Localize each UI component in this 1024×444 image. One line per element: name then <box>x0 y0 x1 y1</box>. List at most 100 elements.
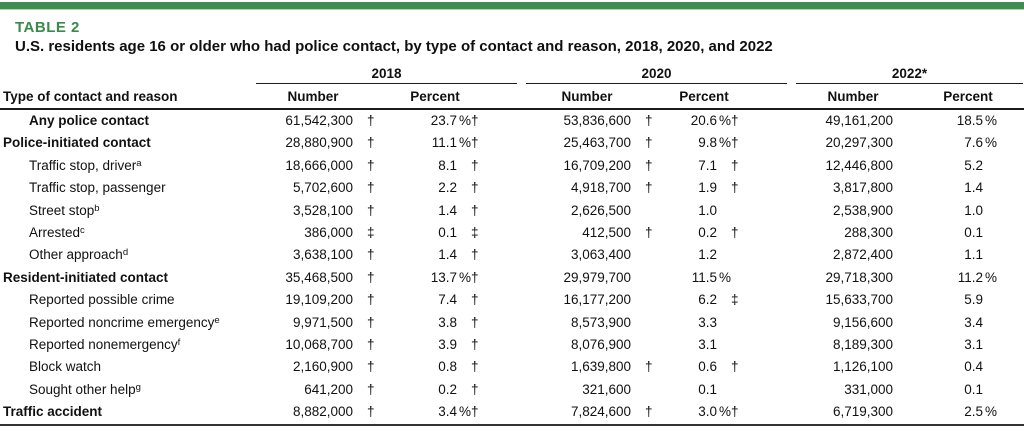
percent-cell-2022: 0.4 <box>964 359 984 375</box>
year-label: 2022* <box>796 66 1024 84</box>
percent-cell-2020: 0.2 † <box>698 225 739 241</box>
footnote-marker: a <box>136 157 142 169</box>
table-row: Traffic stop, drivera 18,666,000 † 8.1 † 1… <box>0 155 1024 177</box>
percent-cell-2022: 2.5% <box>930 401 1024 426</box>
percent-cell-2022: 1.1 <box>964 247 984 263</box>
table-row: Sought other helpg 641,200 † 0.2 † 321,600… <box>0 379 1024 401</box>
percent-cell-2018: 7.4 † <box>438 292 479 308</box>
percent-cell-2022: 11.2% <box>957 269 998 285</box>
percent-cell-2020: 1.0 <box>698 202 718 218</box>
percent-cell-2018: 1.4 † <box>438 202 479 218</box>
percent-cell-2020: 0.6 † <box>698 359 739 375</box>
percent-cell-2020: 9.8% † <box>698 135 739 151</box>
year-group-2020: 2020 <box>520 62 790 84</box>
number-cell-2020: 25,463,700 † <box>563 135 653 151</box>
number-cell-2022: 2,872,400 <box>832 247 894 263</box>
footnote-marker: c <box>80 225 85 237</box>
table-row: Traffic accident 8,882,000 † 3.4% † 7,824,… <box>0 401 1024 426</box>
percent-cell-2018: 0.8 † <box>438 359 479 375</box>
row-label: Reported possible crime <box>29 292 175 308</box>
number-cell-2018: 19,109,200 † <box>285 292 375 308</box>
number-cell-2018: 61,542,300 † <box>285 113 375 128</box>
number-cell-2018: 641,200 † <box>304 381 375 397</box>
number-cell-2018: 18,666,000 † <box>285 157 375 173</box>
table-row: Street stopb 3,528,100 † 1.4 † 2,626,500 1… <box>0 200 1024 222</box>
table-number-label: TABLE 2 <box>15 19 80 36</box>
percent-cell-2020: 20.6% † <box>690 113 739 128</box>
table-row: Reported noncrime emergencye 9,971,500 † … <box>0 312 1024 334</box>
number-cell-2020: 2,626,500 <box>570 202 632 218</box>
percent-cell-2018: 3.9 † <box>438 337 479 353</box>
number-cell-2018: 5,702,600 † <box>292 180 375 196</box>
table-row: Arrestedc 386,000 ‡ 0.1 ‡ 412,500 † 0.2 † 28… <box>0 222 1024 244</box>
percent-cell-2020: 3.0% † <box>668 401 791 426</box>
stub-header: Type of contact and reason <box>0 84 250 110</box>
year-header-row: 2018 2020 2022* <box>0 62 1024 84</box>
percent-cell-2018: 23.7% † <box>430 113 479 128</box>
col-header-number: Number <box>250 84 390 110</box>
row-label: Other approachd <box>29 247 129 263</box>
number-cell-2018: 3,528,100 † <box>292 202 375 218</box>
percent-cell-2018: 3.8 † <box>438 314 479 330</box>
row-label: Sought other helpg <box>29 381 141 397</box>
number-cell-2020: 321,600 <box>582 381 632 397</box>
number-cell-2020: 1,639,800 † <box>570 359 653 375</box>
percent-cell-2020: 3.1 <box>698 337 718 353</box>
percent-cell-2022: 5.2 <box>964 157 984 173</box>
percent-cell-2022: 3.4 <box>964 314 984 330</box>
percent-cell-2018: 13.7% † <box>430 269 479 285</box>
percent-cell-2020: 1.2 <box>698 247 718 263</box>
percent-cell-2022: 5.9 <box>964 292 984 308</box>
row-label: Block watch <box>29 359 102 375</box>
number-cell-2020: 16,709,200 † <box>563 157 653 173</box>
number-cell-2022: 20,297,300 <box>825 135 894 151</box>
table-row: Resident-initiated contact 35,468,500 † 1… <box>0 267 1024 289</box>
percent-cell-2020: 0.1 <box>698 381 718 397</box>
row-label: Police-initiated contact <box>3 135 151 151</box>
accent-bar <box>0 2 1024 10</box>
year-label: 2018 <box>256 66 518 84</box>
number-cell-2022: 9,156,600 <box>832 314 894 330</box>
number-cell-2020: 16,177,200 <box>563 292 632 308</box>
percent-cell-2022: 0.1 <box>964 381 984 397</box>
number-cell-2020: 7,824,600 † <box>520 401 669 426</box>
percent-cell-2018: 8.1 † <box>438 157 479 173</box>
column-header-row: Type of contact and reason Number Percen… <box>0 84 1024 110</box>
number-cell-2018: 28,880,900 † <box>285 135 375 151</box>
table-row: Other approachd 3,638,100 † 1.4 † 3,063,40… <box>0 244 1024 266</box>
percent-cell-2018: 3.4% † <box>390 401 521 426</box>
row-label: Reported noncrime emergencye <box>29 314 220 330</box>
number-cell-2018: 2,160,900 † <box>292 359 375 375</box>
number-cell-2022: 3,817,800 <box>832 180 894 196</box>
percent-cell-2020: 11.5% <box>691 269 732 285</box>
number-cell-2022: 49,161,200 <box>825 113 894 128</box>
number-cell-2018: 35,468,500 † <box>285 269 375 285</box>
row-label: Reported nonemergencyf <box>29 337 181 353</box>
percent-cell-2022: 0.1 <box>964 225 984 241</box>
number-cell-2022: 1,126,100 <box>832 359 894 375</box>
table-row: Any police contact 61,542,300 † 23.7% † 53… <box>0 109 1024 132</box>
stub-spacer <box>0 62 250 84</box>
number-cell-2022: 12,446,800 <box>825 157 894 173</box>
col-header-number: Number <box>520 84 669 110</box>
number-cell-2018: 9,971,500 † <box>292 314 375 330</box>
table-row: Block watch 2,160,900 † 0.8 † 1,639,800 † 0… <box>0 356 1024 378</box>
number-cell-2020: 412,500 † <box>582 225 653 241</box>
percent-cell-2018: 2.2 † <box>438 180 479 196</box>
number-cell-2022: 288,300 <box>844 225 894 241</box>
number-cell-2022: 331,000 <box>844 381 894 397</box>
table-row: Reported nonemergencyf 10,068,700 † 3.9 † … <box>0 334 1024 356</box>
number-cell-2022: 15,633,700 <box>825 292 894 308</box>
page-title: U.S. residents age 16 or older who had p… <box>15 38 773 55</box>
number-cell-2020: 4,918,700 † <box>570 180 653 196</box>
col-header-percent: Percent <box>668 84 791 110</box>
percent-cell-2022: 1.0 <box>964 202 984 218</box>
col-header-number: Number <box>790 84 931 110</box>
number-cell-2022: 6,719,300 <box>790 401 931 426</box>
row-label: Traffic stop, passenger <box>29 180 166 196</box>
percent-cell-2022: 3.1 <box>964 337 984 353</box>
percent-cell-2018: 0.2 † <box>438 381 479 397</box>
row-label: Traffic accident <box>0 401 250 426</box>
percent-cell-2020: 3.3 <box>698 314 718 330</box>
data-table: 2018 2020 2022* Type of contact and reas… <box>0 62 1024 426</box>
